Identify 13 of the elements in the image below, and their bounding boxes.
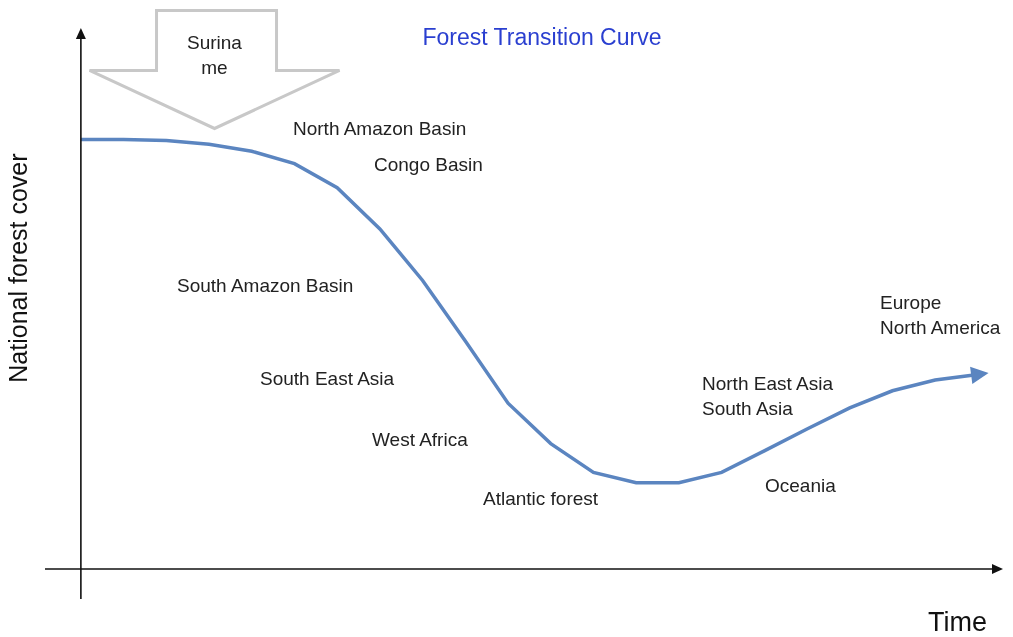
y-axis-title: National forest cover [4, 153, 33, 383]
annotation: South Amazon Basin [177, 275, 354, 296]
annotation: Europe North America [880, 292, 1001, 338]
annotation: West Africa [372, 429, 469, 450]
chart-title: Forest Transition Curve [422, 23, 662, 50]
annotation: Oceania [765, 475, 837, 496]
x-axis-title: Time [928, 607, 987, 637]
annotation: Atlantic forest [483, 488, 599, 509]
text: North Amazon Basin [293, 118, 467, 139]
annotation: Congo Basin [374, 154, 483, 175]
annotation: South East Asia [260, 368, 395, 389]
text: Surina me [187, 32, 243, 78]
annotation: North East Asia South Asia [702, 373, 834, 419]
